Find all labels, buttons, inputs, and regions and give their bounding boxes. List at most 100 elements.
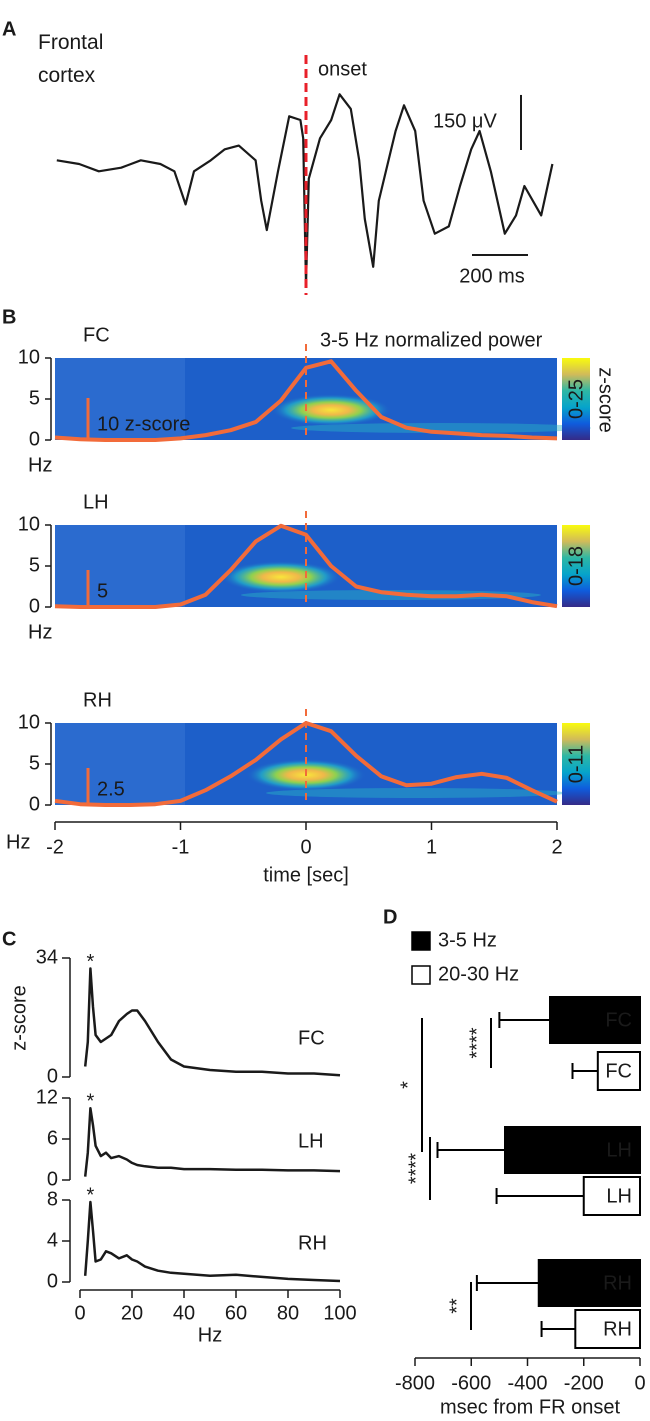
power-curve — [54, 359, 558, 442]
legend-label: 3-5 Hz — [438, 929, 497, 951]
eeg-trace — [56, 93, 554, 287]
panel-label: A — [2, 18, 16, 40]
bar-label: FC — [605, 1009, 632, 1031]
panel-label: C — [2, 928, 16, 950]
subplot-name: LH — [298, 1130, 324, 1152]
onset-label: onset — [318, 58, 367, 80]
y-axis-label: z-score — [8, 985, 30, 1051]
scale-bar-label: 2.5 — [97, 778, 125, 800]
x-axis-label: msec from FR onset — [440, 1396, 620, 1418]
spectrum-line — [83, 967, 341, 1077]
spectrogram-streak — [266, 788, 566, 798]
x-tick-label: 60 — [225, 1302, 247, 1324]
y-tick-label: 0 — [47, 1168, 58, 1190]
y-tick-label: 5 — [29, 387, 40, 409]
significance-label: **** — [405, 1153, 427, 1184]
significance-label: ** — [446, 1298, 468, 1314]
bar-label: FC — [605, 1060, 632, 1082]
bar-label: RH — [603, 1272, 632, 1294]
significance-label: **** — [466, 1027, 488, 1058]
x-tick-label: 0 — [634, 1372, 645, 1394]
bar — [504, 1126, 641, 1174]
colorbar — [562, 358, 590, 440]
bar — [537, 1259, 641, 1307]
x-axis-label: Hz — [198, 1324, 222, 1346]
scale-bar-label: 10 z-score — [97, 413, 190, 435]
legend-swatch — [411, 931, 431, 951]
power-curve — [54, 721, 558, 807]
bar — [582, 1176, 641, 1216]
x-tick-label: 0 — [300, 836, 311, 858]
peak-marker: * — [87, 1184, 95, 1206]
colorbar — [562, 723, 590, 805]
x-tick-label: -2 — [46, 836, 64, 858]
peak-marker: * — [87, 1091, 95, 1113]
x-tick-label: -1 — [172, 836, 190, 858]
scale-bar-label: 5 — [97, 580, 108, 602]
panel-label: D — [383, 906, 397, 928]
x-tick-label: 0 — [74, 1302, 85, 1324]
subplot-name: FC — [298, 1027, 325, 1049]
y-tick-label: 12 — [36, 1086, 58, 1108]
y-tick-label: 4 — [47, 1229, 58, 1251]
x-tick-label: 80 — [277, 1302, 299, 1324]
x-tick-label: -800 — [395, 1372, 435, 1394]
bar — [549, 996, 641, 1044]
x-tick-label: 100 — [323, 1302, 356, 1324]
spectrum-line — [83, 1200, 341, 1283]
significance-label: * — [397, 1081, 419, 1089]
spectrogram-shade — [55, 525, 185, 607]
y-tick-label: 10 — [18, 513, 40, 535]
y-tick-label: 0 — [47, 1270, 58, 1292]
y-axis-label: Hz — [6, 831, 30, 853]
scale-bar-label: 200 ms — [459, 265, 525, 287]
y-tick-label: 10 — [18, 346, 40, 368]
spectrogram-blob — [271, 394, 392, 426]
bar-label: RH — [603, 1318, 632, 1340]
y-tick-label: 5 — [29, 752, 40, 774]
subplot-name: FC — [83, 324, 110, 346]
spectrogram-shade — [55, 358, 185, 440]
y-axis-label: Hz — [28, 621, 52, 643]
bar-label: LH — [606, 1185, 632, 1207]
legend-label: 20-30 Hz — [438, 963, 519, 985]
colorbar-range: 0-25 — [565, 379, 587, 419]
y-tick-label: 8 — [47, 1188, 58, 1210]
spectrum-line — [83, 1107, 341, 1177]
subplot-name: RH — [83, 689, 112, 711]
panel-label: B — [2, 306, 16, 328]
x-tick-label: 1 — [426, 836, 437, 858]
legend-swatch — [411, 965, 431, 985]
peak-marker: * — [87, 951, 95, 973]
y-tick-label: 34 — [36, 946, 58, 968]
spectrogram-streak — [291, 423, 592, 433]
x-tick-label: 40 — [173, 1302, 195, 1324]
x-tick-label: -200 — [564, 1372, 604, 1394]
colorbar — [562, 525, 590, 607]
spectrogram-blob — [220, 561, 341, 593]
y-tick-label: 0 — [29, 428, 40, 450]
x-tick-label: 2 — [551, 836, 562, 858]
x-tick-label: -400 — [507, 1372, 547, 1394]
x-tick-label: -600 — [451, 1372, 491, 1394]
y-axis-label: Hz — [28, 454, 52, 476]
x-axis-label: time [sec] — [263, 864, 349, 886]
y-tick-label: 0 — [29, 793, 40, 815]
colorbar-range: 0-18 — [565, 546, 587, 586]
scale-bar-label: 150 μV — [433, 110, 497, 132]
panel-a-title: Frontal cortex — [38, 31, 104, 87]
subplot-name: LH — [83, 491, 109, 513]
colorbar-range: 0-11 — [565, 745, 587, 784]
y-tick-label: 5 — [29, 554, 40, 576]
power-curve — [54, 523, 558, 609]
bar-label: LH — [606, 1139, 632, 1161]
y-tick-label: 10 — [18, 711, 40, 733]
y-tick-label: 0 — [47, 1065, 58, 1087]
spectrogram-shade — [55, 723, 185, 805]
subplot-name: RH — [298, 1232, 327, 1254]
legend-label: 3-5 Hz normalized power — [320, 329, 543, 351]
y-tick-label: 0 — [29, 595, 40, 617]
bar — [574, 1309, 641, 1349]
